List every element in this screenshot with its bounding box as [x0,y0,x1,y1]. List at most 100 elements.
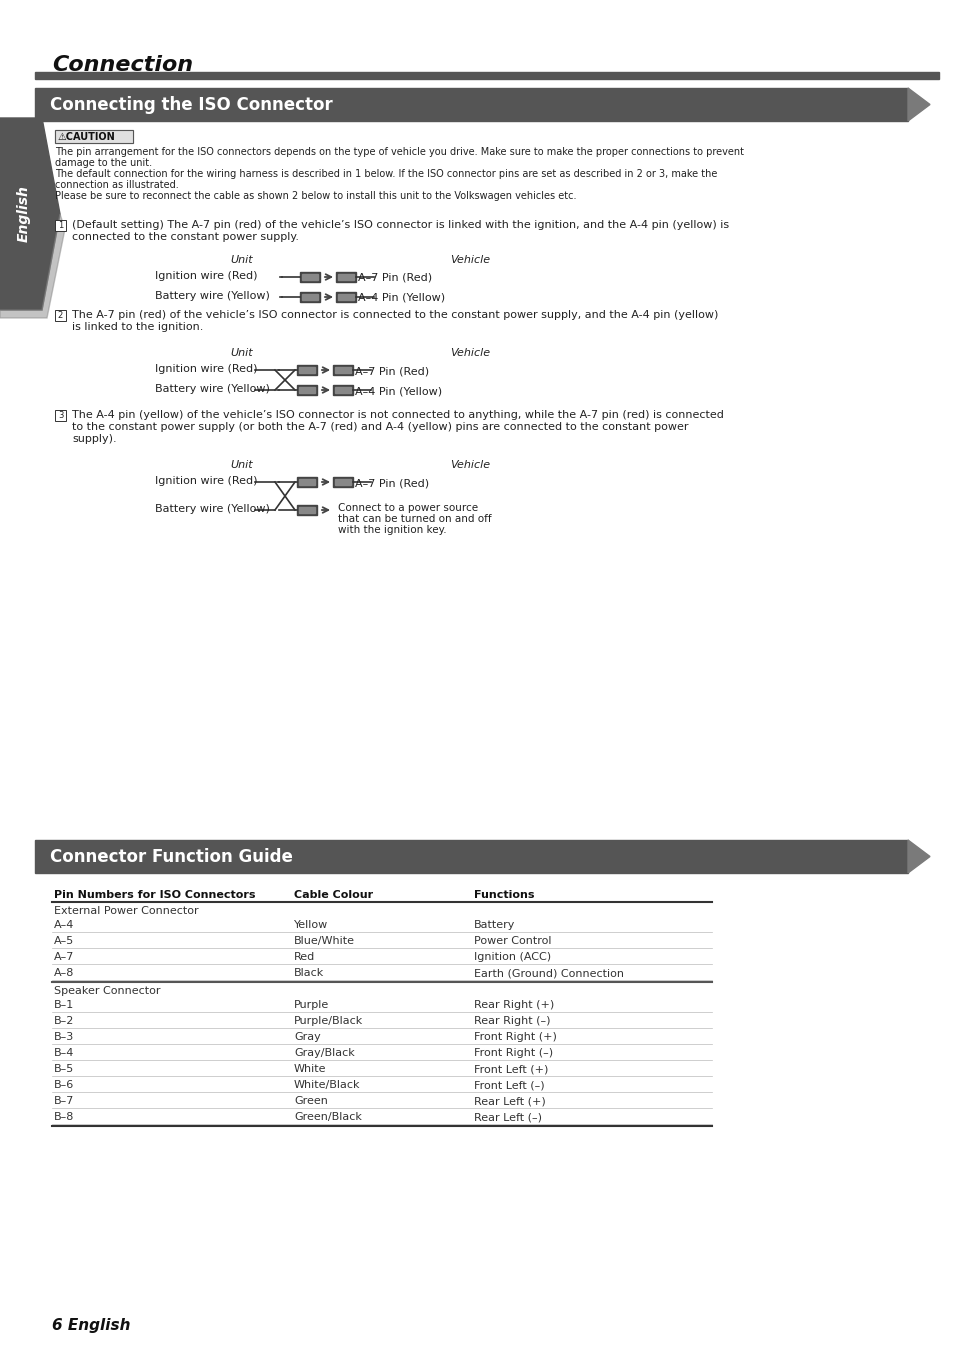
Bar [55,130,132,143]
Text: B–8: B–8 [54,1111,74,1122]
Text: Connection: Connection [52,55,193,74]
Text: Ignition wire (Red): Ignition wire (Red) [154,270,257,281]
Text: Battery wire (Yellow): Battery wire (Yellow) [154,291,270,301]
Text: A–7: A–7 [54,952,74,963]
Polygon shape [0,118,60,310]
Bar [299,272,319,283]
Text: Blue/White: Blue/White [294,936,355,946]
Text: Speaker Connector: Speaker Connector [54,986,160,996]
Text: The A-4 pin (yellow) of the vehicle’s ISO connector is not connected to anything: The A-4 pin (yellow) of the vehicle’s IS… [71,410,723,420]
Text: Front Left (+): Front Left (+) [474,1064,548,1073]
Text: connection as illustrated.: connection as illustrated. [55,180,178,191]
Polygon shape [0,214,65,318]
Text: Ignition wire (Red): Ignition wire (Red) [154,476,257,485]
Text: Front Left (–): Front Left (–) [474,1080,544,1090]
Text: The default connection for the wiring harness is described in 1 below. If the IS: The default connection for the wiring ha… [55,169,717,178]
Text: Vehicle: Vehicle [450,460,490,470]
Text: Rear Left (+): Rear Left (+) [474,1096,545,1106]
Text: to the constant power supply (or both the A-7 (red) and A-4 (yellow) pins are co: to the constant power supply (or both th… [71,422,688,433]
Text: with the ignition key.: with the ignition key. [337,525,446,535]
Text: B–1: B–1 [54,1000,74,1010]
Bar [335,272,355,283]
Text: Earth (Ground) Connection: Earth (Ground) Connection [474,968,623,977]
Text: Battery wire (Yellow): Battery wire (Yellow) [154,504,270,514]
Text: Black: Black [294,968,324,977]
Text: Connecting the ISO Connector: Connecting the ISO Connector [50,96,333,114]
Text: Red: Red [294,952,314,963]
Text: is linked to the ignition.: is linked to the ignition. [71,322,203,333]
Text: Rear Right (+): Rear Right (+) [474,1000,554,1010]
Text: Green: Green [294,1096,328,1106]
Bar [335,387,351,393]
Bar [55,130,132,143]
Bar [55,220,66,231]
Bar [35,88,907,120]
Text: Please be sure to reconnect the cable as shown 2 below to install this unit to t: Please be sure to reconnect the cable as… [55,191,576,201]
Text: A–7 Pin (Red): A–7 Pin (Red) [355,366,429,376]
Text: White: White [294,1064,326,1073]
Text: The A-7 pin (red) of the vehicle’s ISO connector is connected to the constant po: The A-7 pin (red) of the vehicle’s ISO c… [71,310,718,320]
Text: Unit: Unit [230,460,253,470]
Text: Connect to a power source: Connect to a power source [337,503,477,512]
Text: Unit: Unit [230,256,253,265]
Text: B–6: B–6 [54,1080,74,1090]
Bar [333,477,353,487]
Bar [335,366,351,373]
Bar [55,410,66,420]
Text: Gray: Gray [294,1032,320,1042]
Text: Rear Right (–): Rear Right (–) [474,1015,550,1026]
Bar [35,72,938,78]
Bar [298,387,314,393]
Bar [298,507,314,512]
Text: External Power Connector: External Power Connector [54,906,198,917]
Text: Gray/Black: Gray/Black [294,1048,355,1059]
Polygon shape [907,840,929,873]
Text: Unit: Unit [230,347,253,358]
Text: English: English [17,185,30,242]
Text: Green/Black: Green/Black [294,1111,361,1122]
Text: White/Black: White/Black [294,1080,360,1090]
Bar [296,506,316,515]
Text: Functions: Functions [474,890,534,900]
Text: Purple: Purple [294,1000,329,1010]
Text: connected to the constant power supply.: connected to the constant power supply. [71,233,298,242]
Text: Vehicle: Vehicle [450,347,490,358]
Bar [337,293,354,300]
Text: B–7: B–7 [54,1096,74,1106]
Text: Connector Function Guide: Connector Function Guide [50,848,293,867]
Bar [335,292,355,301]
Text: 2: 2 [58,311,63,320]
Text: A–4: A–4 [54,919,74,930]
Text: 3: 3 [58,411,63,420]
Bar [333,365,353,375]
Text: Front Right (+): Front Right (+) [474,1032,557,1042]
Bar [337,274,354,280]
Text: A–5: A–5 [54,936,74,946]
Text: Vehicle: Vehicle [450,256,490,265]
Text: Front Right (–): Front Right (–) [474,1048,553,1059]
Text: Purple/Black: Purple/Black [294,1015,363,1026]
Text: Ignition (ACC): Ignition (ACC) [474,952,551,963]
Text: A–7 Pin (Red): A–7 Pin (Red) [357,273,432,283]
Text: A–8: A–8 [54,968,74,977]
Text: A–4 Pin (Yellow): A–4 Pin (Yellow) [357,293,445,303]
Text: Pin Numbers for ISO Connectors: Pin Numbers for ISO Connectors [54,890,255,900]
Text: Battery wire (Yellow): Battery wire (Yellow) [154,384,270,393]
Bar [302,274,317,280]
Text: 6 English: 6 English [52,1318,131,1333]
Text: (Default setting) The A-7 pin (red) of the vehicle’s ISO connector is linked wit: (Default setting) The A-7 pin (red) of t… [71,220,728,230]
Bar [296,477,316,487]
Bar [333,385,353,395]
Text: Ignition wire (Red): Ignition wire (Red) [154,364,257,375]
Bar [302,293,317,300]
Text: ⚠CAUTION: ⚠CAUTION [58,132,115,142]
Bar [299,292,319,301]
Text: Battery: Battery [474,919,515,930]
Polygon shape [907,88,929,120]
Bar [55,310,66,320]
Text: supply).: supply). [71,434,116,443]
Text: B–3: B–3 [54,1032,74,1042]
Text: A–4 Pin (Yellow): A–4 Pin (Yellow) [355,387,441,396]
Text: that can be turned on and off: that can be turned on and off [337,514,491,525]
Text: damage to the unit.: damage to the unit. [55,158,152,168]
